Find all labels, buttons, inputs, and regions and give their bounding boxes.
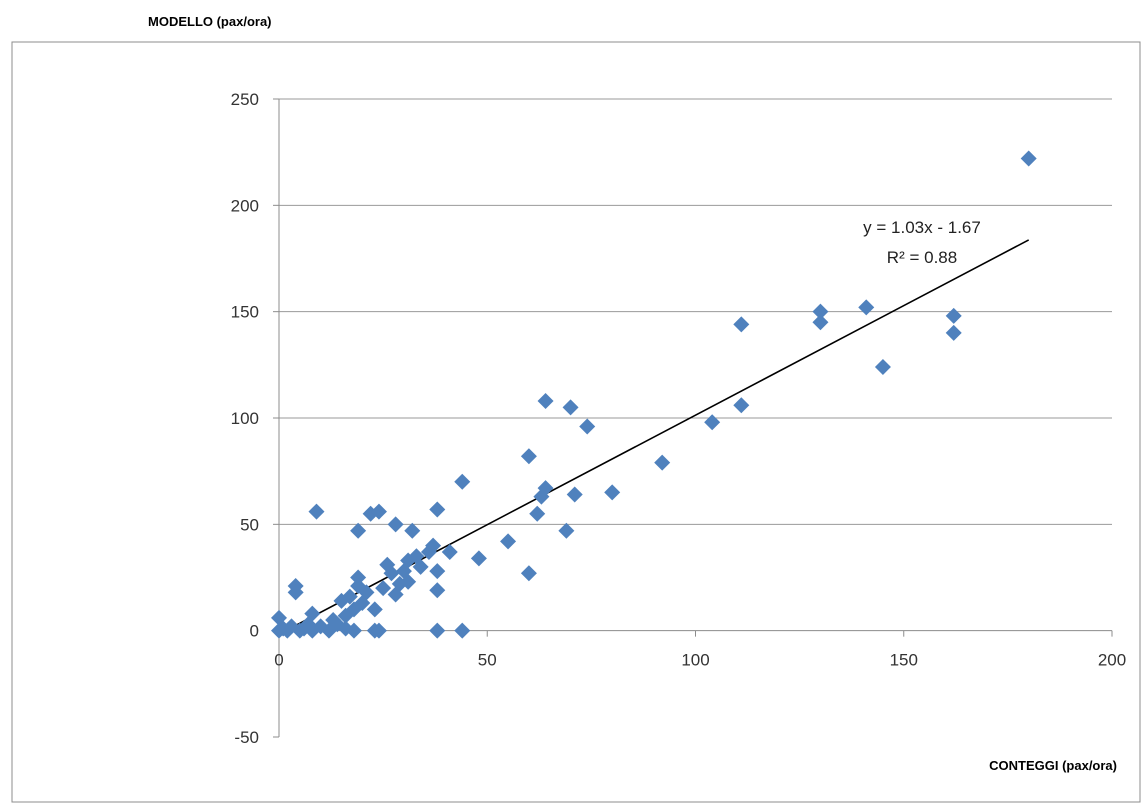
data-point bbox=[358, 584, 375, 601]
data-point bbox=[537, 480, 554, 497]
x-tick-label: 150 bbox=[890, 651, 918, 670]
data-point bbox=[945, 307, 962, 324]
data-point bbox=[387, 516, 404, 533]
y-tick-label: 0 bbox=[250, 622, 259, 641]
data-point bbox=[429, 501, 446, 518]
data-point bbox=[341, 588, 358, 605]
data-point bbox=[370, 503, 387, 520]
data-point bbox=[454, 622, 471, 639]
data-point bbox=[287, 584, 304, 601]
y-tick-label: 200 bbox=[231, 196, 259, 215]
data-point bbox=[429, 622, 446, 639]
data-point bbox=[733, 397, 750, 414]
data-point bbox=[366, 601, 383, 618]
data-point bbox=[812, 314, 829, 331]
tick-labels: 0 50 100 150 200 -50 0 50 100 150 200 250 bbox=[231, 90, 1127, 747]
x-axis-title: CONTEGGI (pax/ora) bbox=[989, 758, 1117, 773]
data-point bbox=[874, 358, 891, 375]
data-point bbox=[654, 454, 671, 471]
data-point bbox=[404, 522, 421, 539]
plot-area-frame bbox=[11, 41, 1141, 803]
data-points bbox=[271, 150, 1037, 639]
data-point bbox=[429, 582, 446, 599]
data-point bbox=[400, 573, 417, 590]
data-point bbox=[425, 537, 442, 554]
y-tick-label: 250 bbox=[231, 90, 259, 109]
data-point bbox=[345, 622, 362, 639]
x-tick-label: 200 bbox=[1098, 651, 1126, 670]
y-tick-label: 100 bbox=[231, 409, 259, 428]
data-point bbox=[441, 543, 458, 560]
y-tick-label: 150 bbox=[231, 303, 259, 322]
data-point bbox=[579, 418, 596, 435]
data-point bbox=[566, 486, 583, 503]
gridlines bbox=[279, 98, 1112, 525]
data-point bbox=[520, 565, 537, 582]
y-tick-label: -50 bbox=[234, 728, 259, 747]
data-point bbox=[304, 605, 321, 622]
data-point bbox=[454, 473, 471, 490]
data-point bbox=[520, 448, 537, 465]
data-point bbox=[375, 580, 392, 597]
data-point bbox=[529, 505, 546, 522]
data-point bbox=[604, 484, 621, 501]
y-axis-title: MODELLO (pax/ora) bbox=[148, 14, 272, 29]
data-point bbox=[350, 569, 367, 586]
data-point bbox=[537, 392, 554, 409]
data-point bbox=[383, 565, 400, 582]
data-point bbox=[370, 622, 387, 639]
data-point bbox=[500, 533, 517, 550]
data-point bbox=[558, 522, 575, 539]
y-tick-label: 50 bbox=[240, 515, 259, 534]
data-point bbox=[429, 563, 446, 580]
data-point bbox=[412, 558, 429, 575]
x-tick-label: 0 bbox=[274, 651, 283, 670]
x-tick-label: 100 bbox=[681, 651, 709, 670]
data-point bbox=[704, 414, 721, 431]
trendline-equation: y = 1.03x - 1.67 bbox=[863, 218, 981, 237]
data-point bbox=[858, 299, 875, 316]
data-point bbox=[350, 522, 367, 539]
data-point bbox=[812, 303, 829, 320]
trendline-r-squared: R² = 0.88 bbox=[887, 248, 957, 267]
data-point bbox=[733, 316, 750, 333]
data-point bbox=[562, 399, 579, 416]
data-point bbox=[1020, 150, 1037, 167]
data-point bbox=[945, 324, 962, 341]
data-point bbox=[470, 550, 487, 567]
data-point bbox=[308, 503, 325, 520]
x-tick-label: 50 bbox=[478, 651, 497, 670]
